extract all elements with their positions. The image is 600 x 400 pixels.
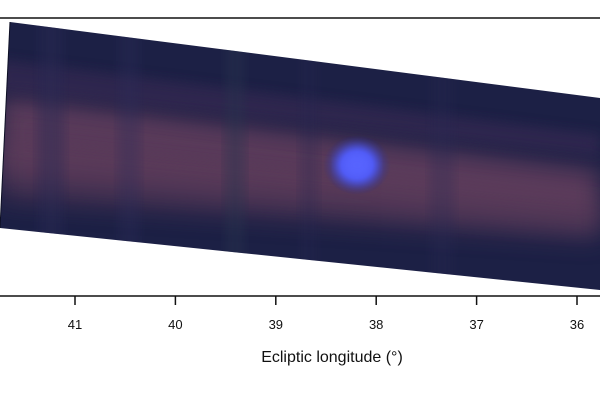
vertical-streak bbox=[300, 22, 318, 290]
x-tick-label: 37 bbox=[469, 317, 483, 332]
x-tick-label: 41 bbox=[68, 317, 82, 332]
x-axis-ticks: 41 40 39 38 37 36 bbox=[68, 296, 584, 332]
vertical-streak bbox=[225, 22, 245, 290]
x-tick-label: 39 bbox=[269, 317, 283, 332]
x-tick-label: 40 bbox=[168, 317, 182, 332]
strip-left-edge bbox=[0, 21, 11, 229]
vertical-streak bbox=[38, 22, 64, 290]
vertical-streak bbox=[430, 22, 454, 290]
bright-source-core bbox=[339, 149, 375, 181]
x-tick-label: 38 bbox=[369, 317, 383, 332]
x-axis-title: Ecliptic longitude (°) bbox=[261, 349, 403, 366]
x-tick-label: 36 bbox=[570, 317, 584, 332]
vertical-streak bbox=[118, 22, 140, 290]
